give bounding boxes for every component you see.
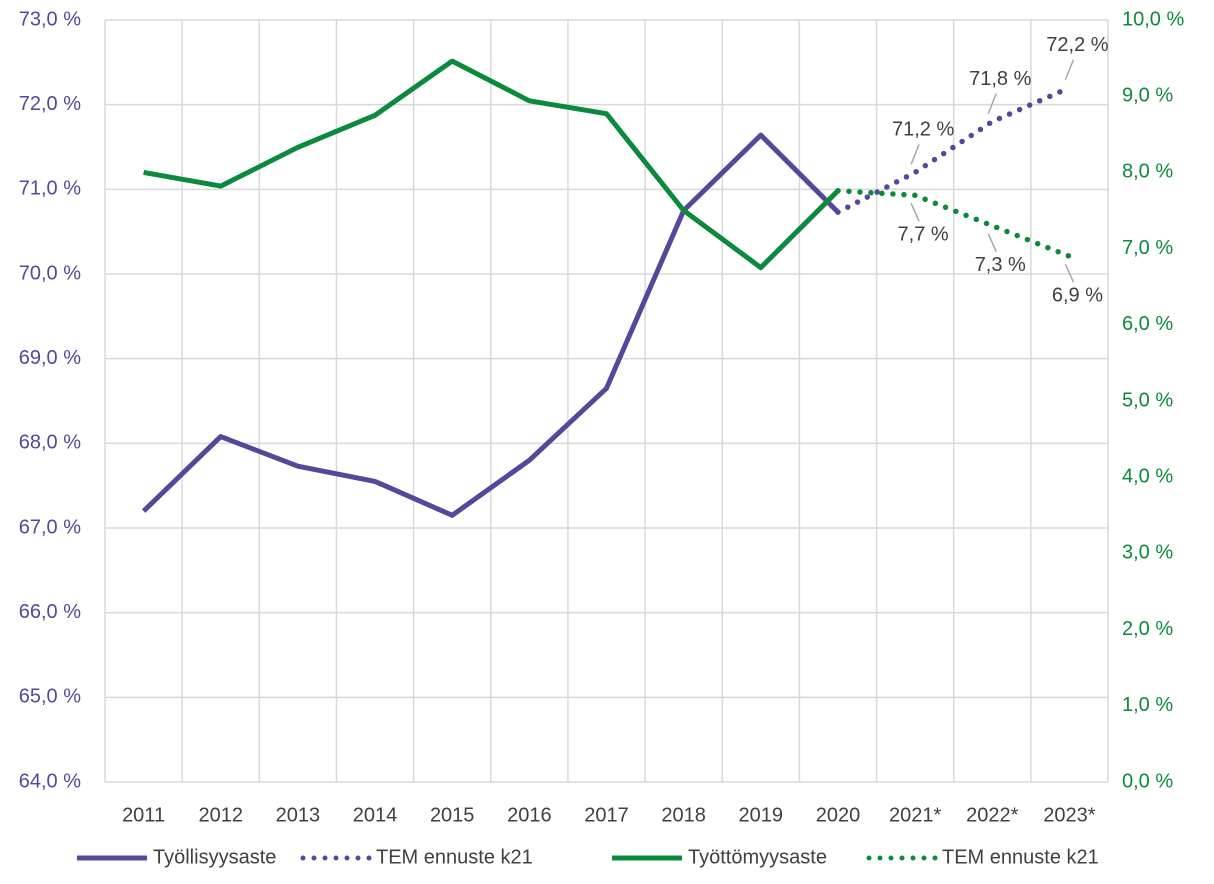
y2-tick-label: 2,0 %	[1122, 618, 1173, 640]
data-label: 6,9 %	[1052, 285, 1103, 307]
leader-line	[1064, 263, 1075, 283]
x-tick-label: 2013	[276, 804, 321, 826]
legend-label: Työttömyysaste	[688, 846, 827, 868]
y2-tick-label: 9,0 %	[1122, 84, 1173, 106]
y2-tick-label: 10,0 %	[1122, 8, 1184, 30]
y2-tick-label: 3,0 %	[1122, 542, 1173, 564]
x-tick-label: 2019	[739, 804, 784, 826]
data-label: 7,3 %	[975, 254, 1026, 276]
x-tick-label: 2022*	[966, 804, 1018, 826]
y-tick-label: 66,0 %	[19, 601, 81, 623]
y-tick-label: 64,0 %	[19, 770, 81, 792]
forecast-line	[835, 187, 1073, 259]
leader-line	[910, 144, 920, 165]
legend-label: Työllisyysaste	[153, 846, 276, 868]
y2-tick-label: 8,0 %	[1122, 161, 1173, 183]
y-tick-label: 70,0 %	[19, 262, 81, 284]
leader-line	[910, 202, 920, 222]
x-tick-label: 2020	[816, 804, 861, 826]
y2-tick-label: 6,0 %	[1122, 313, 1173, 335]
series-line	[141, 132, 840, 518]
y2-tick-label: 0,0 %	[1122, 770, 1173, 792]
y-tick-label: 69,0 %	[19, 347, 81, 369]
y-tick-label: 65,0 %	[19, 686, 81, 708]
x-tick-label: 2017	[584, 804, 629, 826]
x-tick-label: 2023*	[1043, 804, 1095, 826]
y-tick-label: 73,0 %	[19, 8, 81, 30]
x-tick-label: 2021*	[889, 804, 941, 826]
y-tick-label: 72,0 %	[19, 93, 81, 115]
x-tick-label: 2014	[353, 804, 398, 826]
series-line	[143, 58, 840, 271]
y2-tick-label: 4,0 %	[1122, 465, 1173, 487]
legend-label: TEM ennuste k21	[376, 846, 533, 868]
y2-tick-label: 5,0 %	[1122, 389, 1173, 411]
x-tick-label: 2011	[122, 804, 165, 826]
x-tick-label: 2012	[198, 804, 243, 826]
leader-line	[987, 233, 997, 253]
y-tick-label: 67,0 %	[19, 516, 81, 538]
x-tick-label: 2015	[430, 804, 475, 826]
data-label: 71,8 %	[969, 68, 1031, 90]
data-label: 72,2 %	[1046, 34, 1108, 56]
x-tick-label: 2018	[661, 804, 706, 826]
forecast-line	[835, 84, 1073, 215]
data-label: 71,2 %	[892, 119, 954, 141]
y2-tick-label: 1,0 %	[1122, 694, 1173, 716]
x-tick-label: 2016	[507, 804, 552, 826]
leader-line	[987, 93, 997, 114]
leader-line	[1064, 59, 1075, 81]
legend-label: TEM ennuste k21	[942, 846, 1099, 868]
y-tick-label: 71,0 %	[19, 178, 81, 200]
data-label: 7,7 %	[898, 224, 949, 246]
y2-tick-label: 7,0 %	[1122, 237, 1173, 259]
y-tick-label: 68,0 %	[19, 432, 81, 454]
